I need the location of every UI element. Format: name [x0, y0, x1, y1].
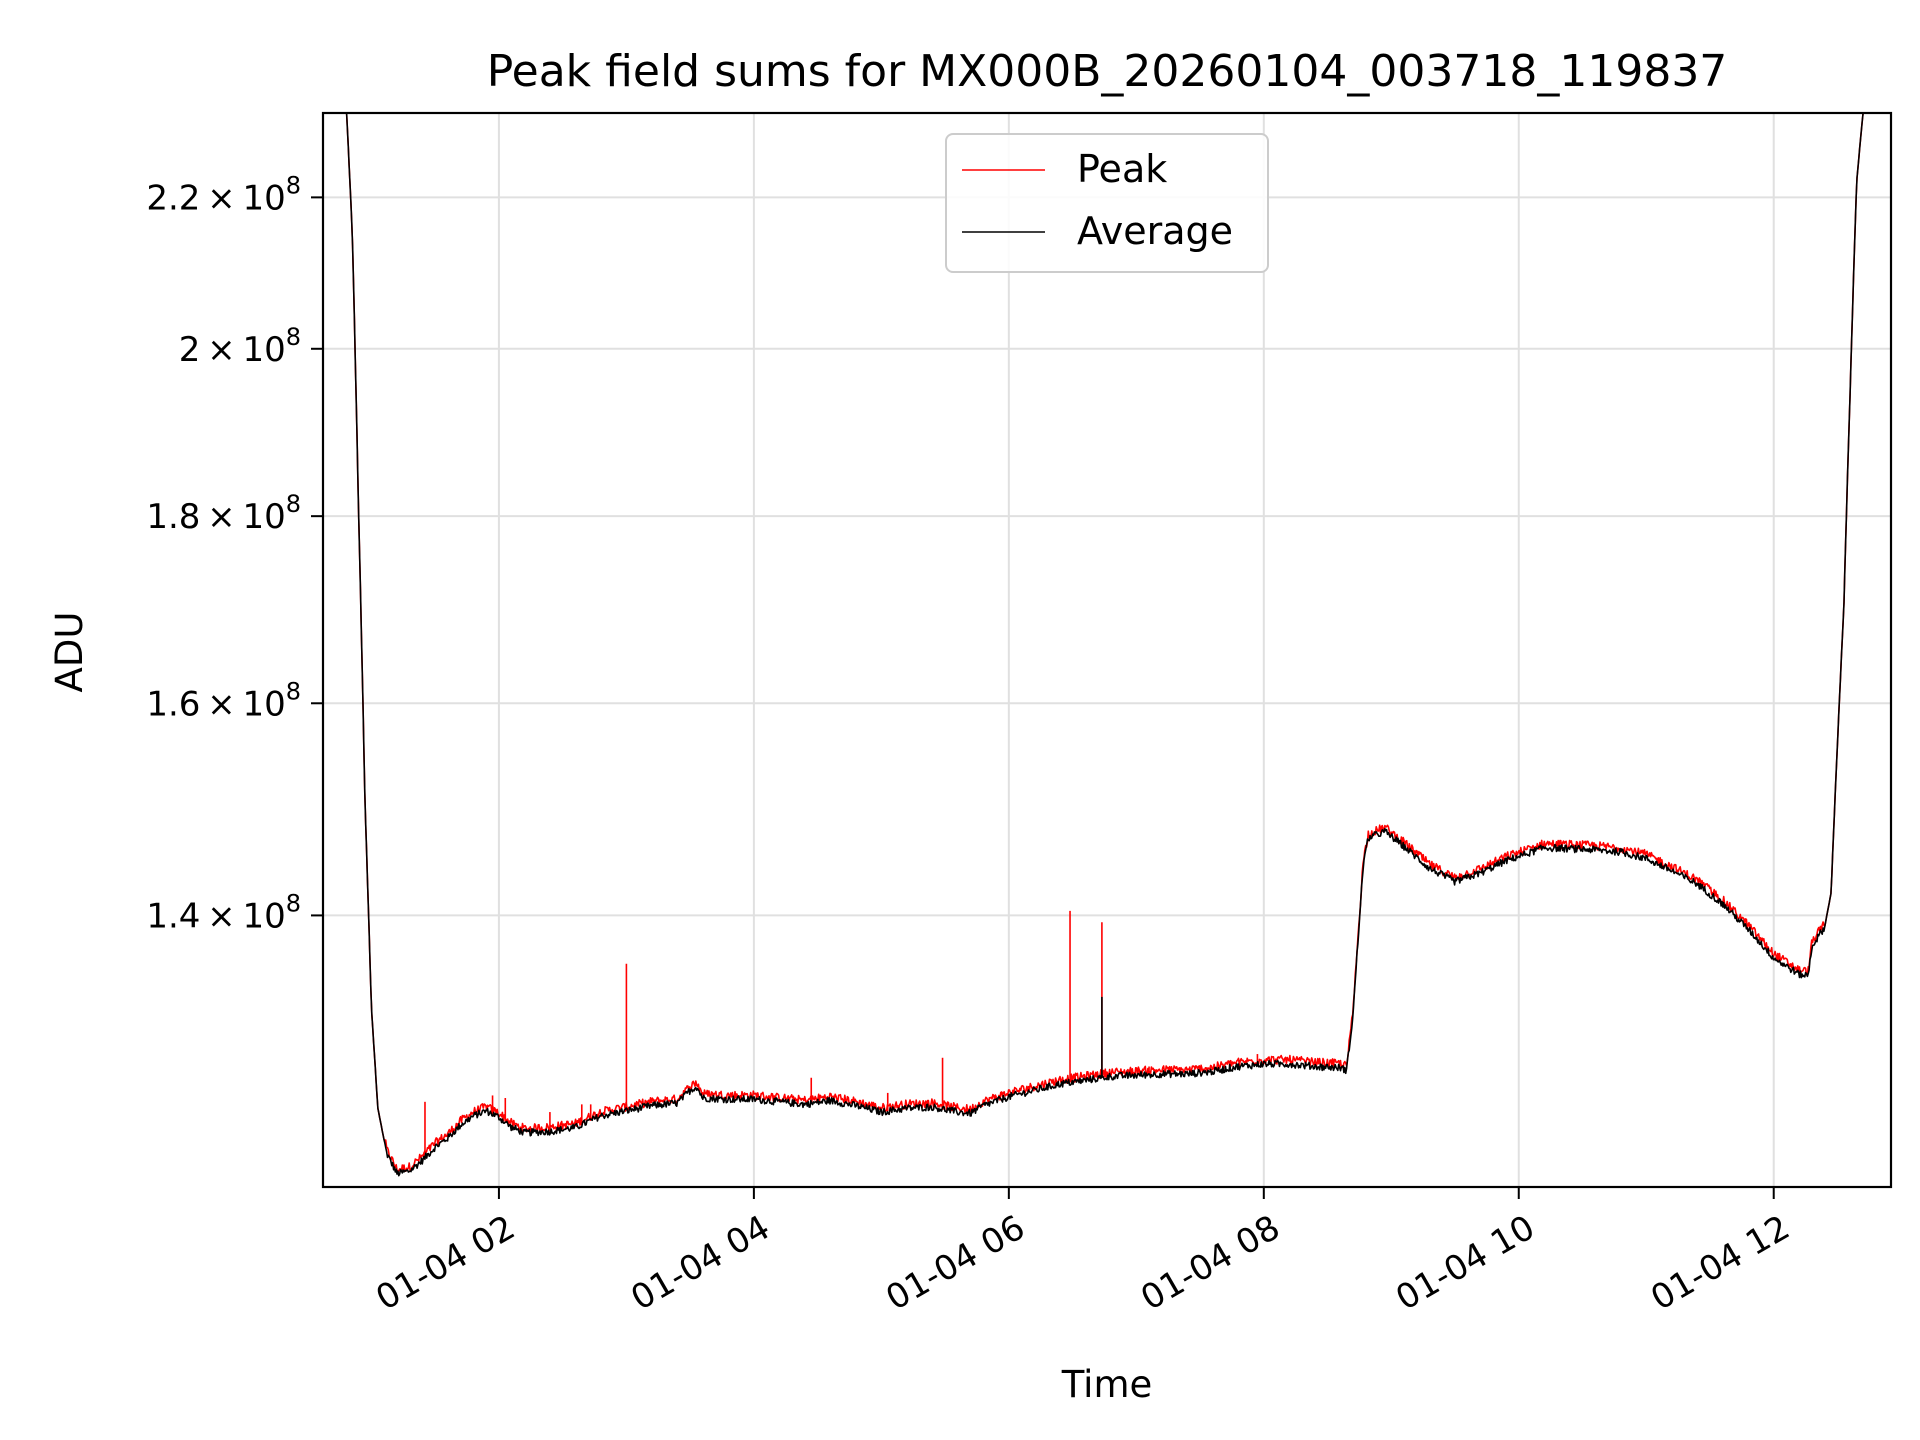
y-axis-ticks: 1.4 × 108 1.6 × 108 1.8 × 108 2 × 108 2.2 × …	[146, 171, 323, 936]
legend-peak-label: Peak	[1077, 147, 1167, 191]
average-series-line	[345, 113, 1865, 1177]
legend-box	[945, 133, 1269, 273]
x-axis-label: Time	[1061, 1363, 1153, 1406]
y-tick-label: 1.4 × 108	[146, 889, 301, 936]
y-tick-label: 2 × 108	[179, 323, 301, 370]
legend: Peak Average	[945, 133, 1269, 273]
y-tick-label: 1.8 × 108	[146, 490, 301, 537]
y-tick-label: 1.6 × 108	[146, 677, 301, 724]
plot-series	[345, 113, 1865, 1177]
legend-average-label: Average	[1077, 209, 1233, 253]
chart-title: Peak field sums for MX000B_20260104_0037…	[487, 46, 1728, 97]
plot-frame	[321, 111, 1893, 1189]
y-tick-label: 2.2 × 108	[146, 171, 301, 218]
y-axis-label: ADU	[48, 612, 91, 693]
